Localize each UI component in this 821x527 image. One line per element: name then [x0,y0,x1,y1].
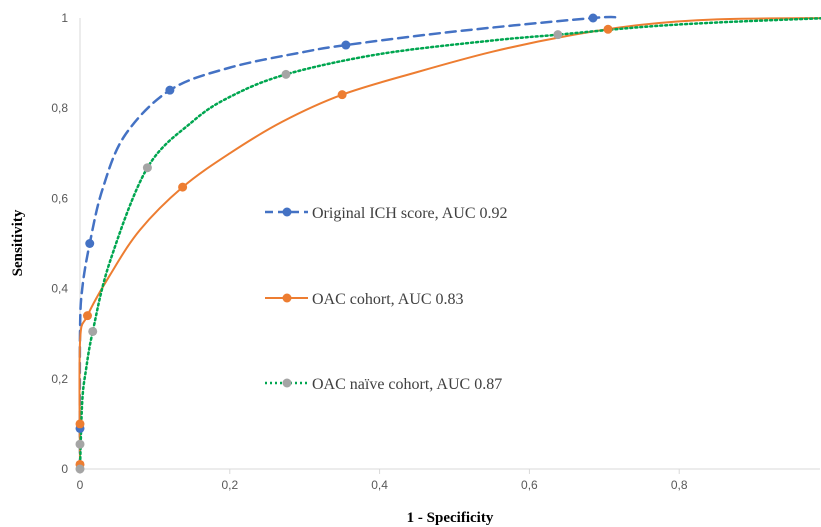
point-oac-cohort [178,182,188,192]
curve-oac-naive [78,17,821,471]
series-markers [75,13,613,474]
x-tick-label: 0,2 [221,478,238,492]
y-tick-label: 0,4 [51,282,68,296]
legend-marker-original-ich [282,207,292,217]
legend-label-oac-naive: OAC naïve cohort, AUC 0.87 [312,376,502,393]
series-curves [78,15,821,471]
legend: Original ICH score, AUC 0.92 OAC cohort,… [265,205,508,393]
point-oac-cohort [75,419,85,429]
y-tick-label: 0,8 [51,101,68,115]
y-tick-label: 0,6 [51,191,68,205]
x-tick-label: 0,8 [671,478,688,492]
axes [79,18,820,470]
point-original-ich [341,40,351,50]
y-axis-title: Sensitivity [10,209,26,276]
point-oac-naive [142,163,152,173]
legend-item-original-ich: Original ICH score, AUC 0.92 [265,205,508,222]
point-oac-naive [88,326,98,336]
x-axis-title: 1 - Specificity [407,510,494,526]
point-oac-naive [75,439,85,449]
point-oac-cohort [82,311,92,321]
legend-item-oac-naive: OAC naïve cohort, AUC 0.87 [265,376,502,393]
x-tick-label: 0,4 [371,478,388,492]
y-tick-label: 0,2 [51,372,68,386]
legend-label-oac-cohort: OAC cohort, AUC 0.83 [312,291,464,308]
point-oac-cohort [603,24,613,34]
legend-marker-oac-naive [282,378,292,388]
curve-original-ich [78,15,621,471]
y-tick-label: 1 [61,11,68,25]
x-tick-label: 0,6 [521,478,538,492]
legend-label-original-ich: Original ICH score, AUC 0.92 [312,205,508,222]
point-original-ich [588,13,598,23]
point-oac-cohort [337,90,347,100]
point-original-ich [165,85,175,95]
x-tick-label: 0 [77,478,84,492]
point-oac-naive [553,30,563,40]
x-tick-labels: 0 0,2 0,4 0,6 0,8 [77,469,688,492]
point-oac-naive [281,69,291,79]
y-tick-label: 0 [61,462,68,476]
point-oac-naive [75,464,85,474]
curve-oac-cohort [78,17,821,470]
point-original-ich [85,239,95,248]
legend-item-oac-cohort: OAC cohort, AUC 0.83 [265,291,464,308]
legend-marker-oac-cohort [282,293,292,303]
y-tick-labels: 0 0,2 0,4 0,6 0,8 1 [51,11,68,476]
